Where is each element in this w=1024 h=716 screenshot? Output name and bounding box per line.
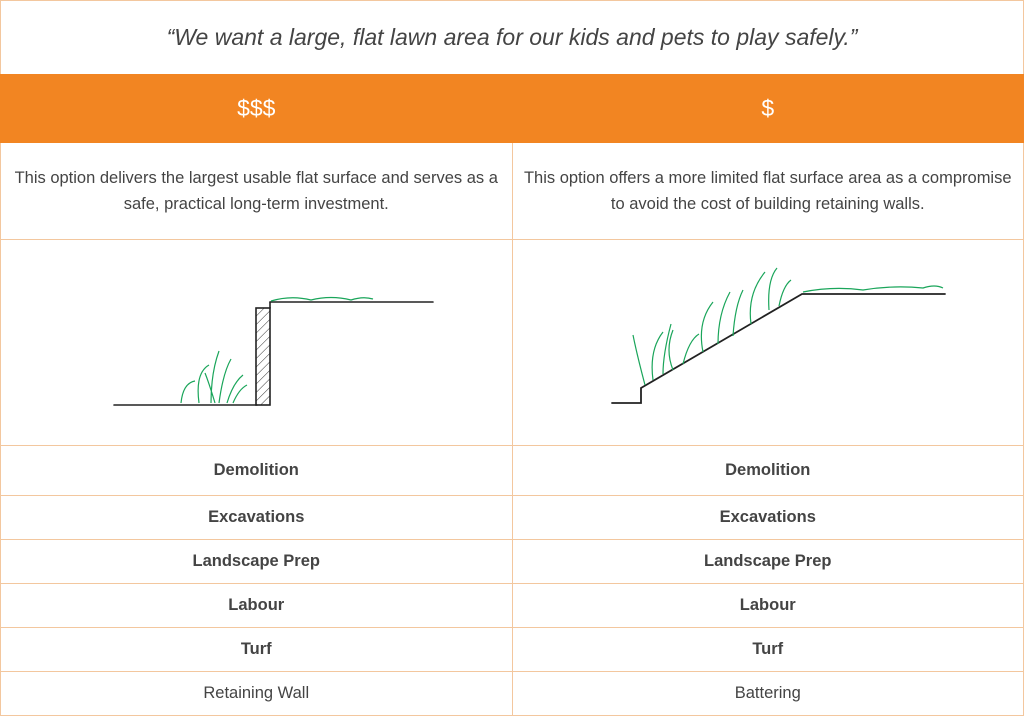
retaining-wall-sketch: [113, 296, 435, 406]
sketch-row: [0, 239, 1024, 446]
description-row: This option delivers the largest usable …: [0, 142, 1024, 240]
item: Turf: [511, 627, 1024, 672]
item: Landscape Prep: [511, 539, 1024, 584]
item-row: Excavations Excavations: [0, 495, 1024, 540]
item-row: Retaining Wall Battering: [0, 671, 1024, 716]
description: This option delivers the largest usable …: [0, 142, 513, 240]
item: Labour: [511, 583, 1024, 628]
quote: “We want a large, flat lawn area for our…: [0, 0, 1024, 75]
item: Excavations: [511, 495, 1024, 540]
price-level: $: [511, 74, 1024, 143]
item: Turf: [0, 627, 513, 672]
item: Retaining Wall: [0, 671, 513, 716]
item: Demolition: [0, 445, 513, 496]
item-row: Labour Labour: [0, 583, 1024, 628]
item: Excavations: [0, 495, 513, 540]
comparison-table: $$$ $ This option delivers the largest u…: [0, 74, 1024, 716]
item-row: Landscape Prep Landscape Prep: [0, 539, 1024, 584]
battering-sketch: [610, 267, 946, 404]
price-level: $$$: [0, 74, 513, 143]
item: Labour: [0, 583, 513, 628]
item: Demolition: [511, 445, 1024, 496]
sketch-cell: [511, 239, 1024, 446]
item: Landscape Prep: [0, 539, 513, 584]
sketch-cell: [0, 239, 513, 446]
description: This option offers a more limited flat s…: [511, 142, 1024, 240]
item-row: Turf Turf: [0, 627, 1024, 672]
item: Battering: [511, 671, 1024, 716]
item-row: Demolition Demolition: [0, 445, 1024, 496]
price-row: $$$ $: [0, 74, 1024, 143]
